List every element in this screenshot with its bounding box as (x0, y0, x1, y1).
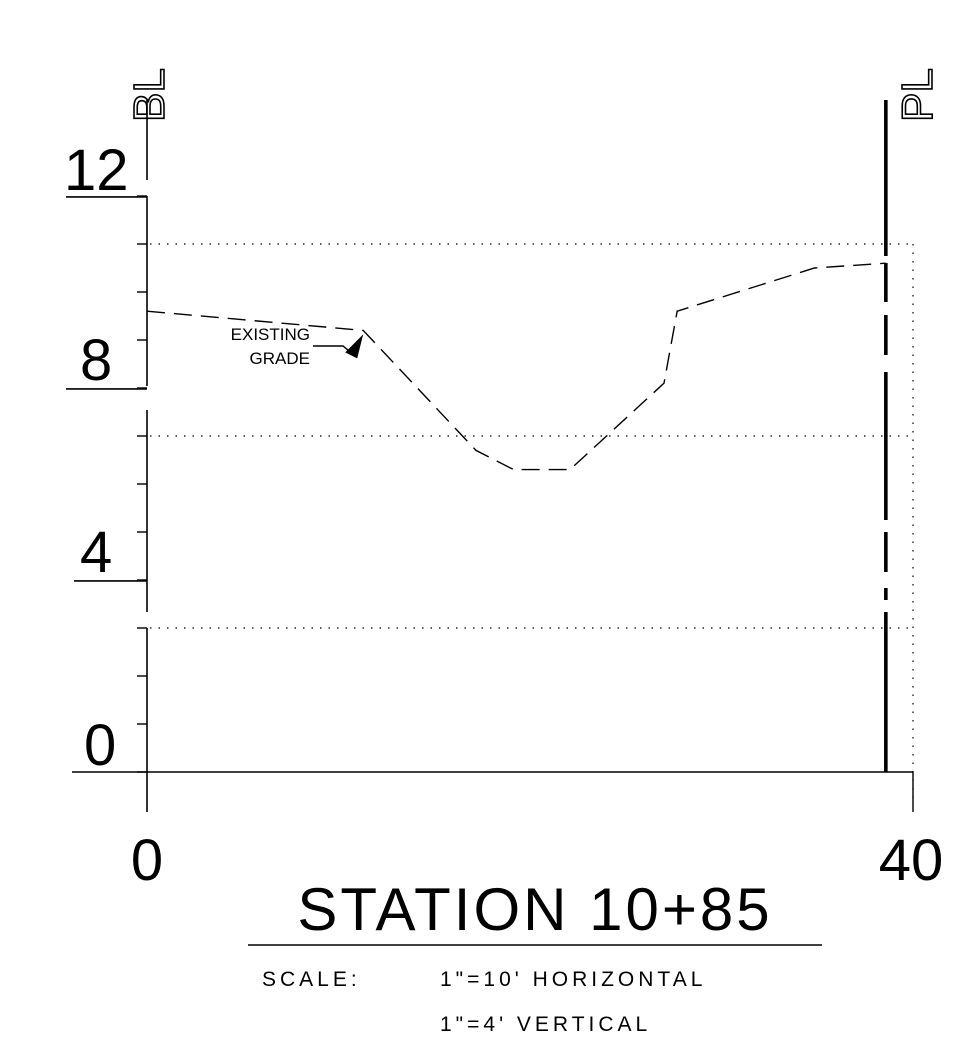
y-axis-ticks (66, 195, 147, 773)
x-tick-label-0: 0 (131, 828, 163, 893)
x-tick-labels: 0 40 (131, 828, 943, 893)
property-line-mark: PL (892, 67, 943, 122)
existing-grade-line (146, 262, 886, 471)
y-tick-label-0: 0 (84, 713, 116, 778)
existing-grade-callout: EXISTING GRADE (231, 325, 364, 368)
y-tick-label-12: 12 (64, 138, 129, 203)
callout-line1: EXISTING (231, 325, 310, 344)
callout-line2: GRADE (250, 349, 310, 368)
y-tick-labels: 0 4 8 12 (64, 138, 129, 778)
bl-mark-text: BL (125, 68, 174, 122)
scale-horizontal: 1"=10' HORIZONTAL (440, 968, 706, 991)
y-tick-label-4: 4 (80, 520, 112, 585)
scale-label: SCALE: (262, 968, 361, 991)
baseline-centerline-mark: BL (124, 67, 175, 122)
callout-arrowhead (345, 334, 364, 359)
y-tick-label-8: 8 (80, 328, 112, 393)
x-tick-label-40: 40 (879, 828, 944, 893)
station-title: STATION 10+85 (297, 876, 772, 943)
dotted-gridlines (150, 243, 914, 812)
scale-vertical: 1"=4' VERTICAL (440, 1013, 651, 1036)
pl-mark-text: PL (893, 68, 942, 122)
